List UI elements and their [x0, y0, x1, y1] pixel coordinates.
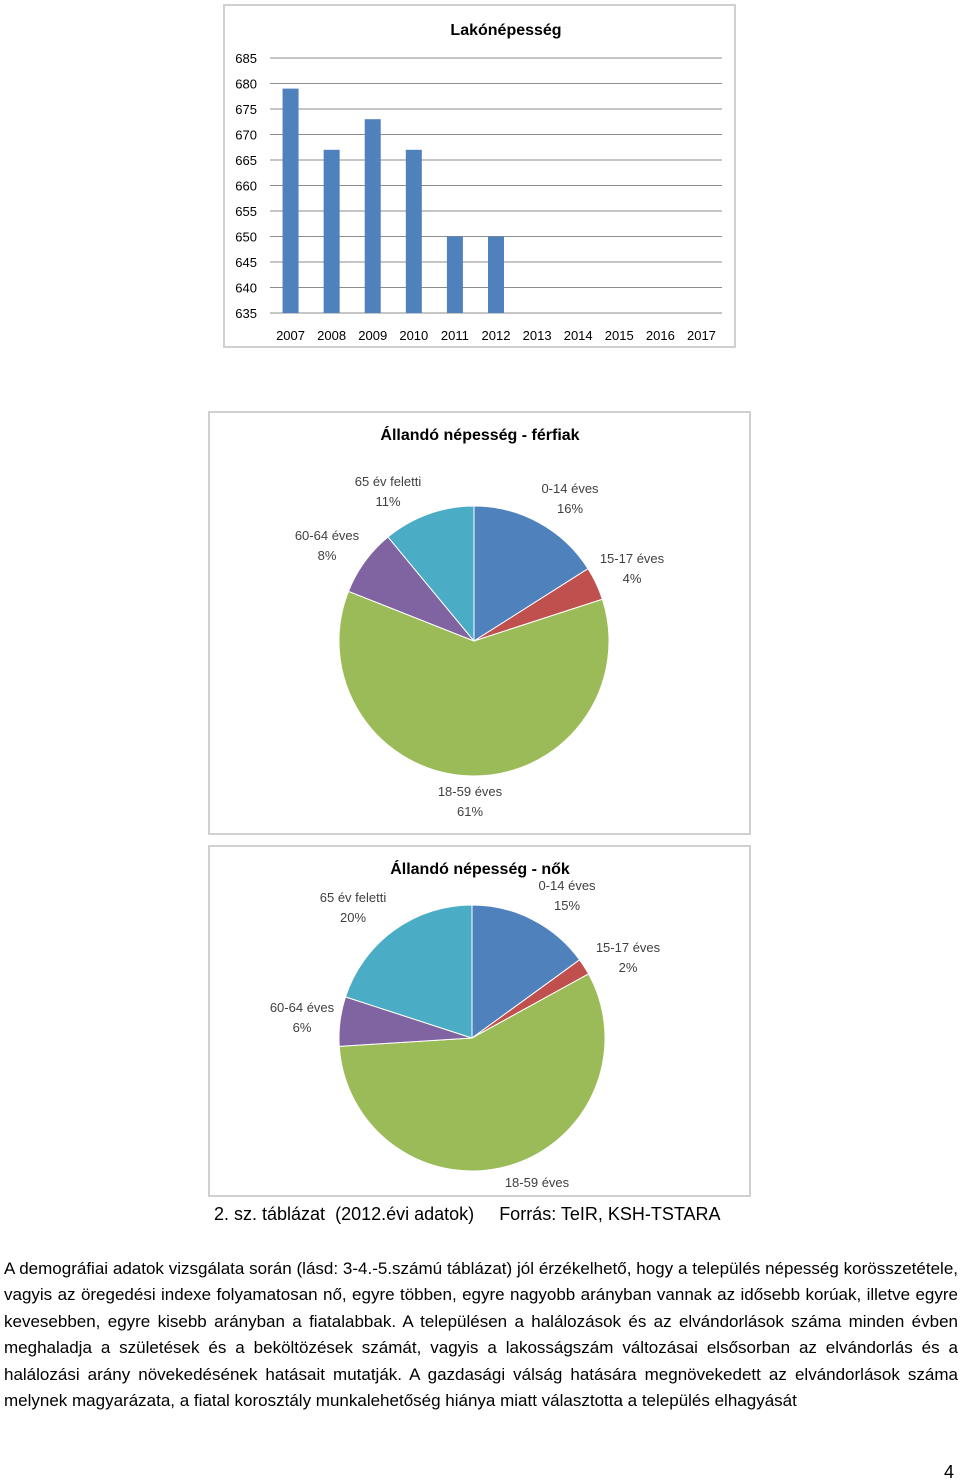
y-tick-label: 655 — [235, 204, 257, 219]
slice-percent-label: 15% — [554, 898, 580, 913]
x-tick-label: 2013 — [523, 328, 552, 343]
y-tick-label: 645 — [235, 255, 257, 270]
bar — [323, 149, 340, 313]
chart-title: Állandó népesség - férfiak — [380, 425, 579, 444]
bar-chart-svg: Lakónépesség 685 680 675 670 665 660 655 650 645 6… — [235, 22, 722, 343]
x-tick-label: 2017 — [687, 328, 716, 343]
bar — [405, 149, 422, 313]
x-tick-label: 2014 — [564, 328, 593, 343]
slice-percent-label: 57% — [524, 1195, 550, 1197]
y-tick-label: 685 — [235, 51, 257, 66]
y-tick-label: 675 — [235, 102, 257, 117]
slice-name-label: 60-64 éves — [295, 528, 360, 543]
slice-name-label: 60-64 éves — [270, 1000, 335, 1015]
slice-name-label: 18-59 éves — [438, 784, 503, 799]
x-tick-label: 2015 — [605, 328, 634, 343]
slice-name-label: 0-14 éves — [541, 481, 599, 496]
slice-percent-label: 11% — [375, 494, 400, 509]
table-caption: 2. sz. táblázat (2012.évi adatok) Forrás… — [214, 1204, 721, 1225]
chart-title: Állandó népesség - nők — [390, 859, 570, 878]
slice-name-label: 18-59 éves — [505, 1175, 570, 1190]
pie-slice — [338, 973, 606, 1172]
slice-percent-label: 6% — [293, 1020, 312, 1035]
x-tick-label: 2007 — [276, 328, 305, 343]
caption-year-note: (2012.évi adatok) — [335, 1204, 475, 1224]
y-tick-label: 640 — [235, 281, 257, 296]
body-paragraph: A demográfiai adatok vizsgálata során (l… — [4, 1259, 958, 1411]
slice-name-label: 65 év feletti — [320, 890, 387, 905]
caption-source: Forrás: TeIR, KSH-TSTARA — [499, 1204, 721, 1224]
caption-table-ref: 2. sz. táblázat — [214, 1204, 326, 1224]
pie-chart-ferfiak: Állandó népesség - férfiak 0-14 éves 16% 15… — [208, 411, 751, 835]
x-tick-label: 2012 — [482, 328, 511, 343]
bar — [446, 236, 463, 313]
x-tick-label: 2010 — [399, 328, 428, 343]
page-number: 4 — [943, 1462, 954, 1482]
bar — [282, 88, 299, 313]
pie-slice — [344, 904, 473, 1039]
y-tick-label: 650 — [235, 230, 257, 245]
slice-percent-label: 2% — [619, 960, 638, 975]
chart-title: Lakónépesség — [450, 22, 561, 39]
slice-name-label: 65 év feletti — [355, 474, 422, 489]
slice-percent-label: 8% — [318, 548, 337, 563]
y-tick-label: 660 — [235, 179, 257, 194]
slice-name-label: 0-14 éves — [538, 878, 596, 893]
x-tick-label: 2008 — [317, 328, 346, 343]
x-tick-label: 2016 — [646, 328, 675, 343]
bar — [364, 119, 381, 313]
slice-percent-label: 16% — [557, 501, 583, 516]
slice-percent-label: 4% — [623, 571, 642, 586]
pie-slice — [471, 904, 581, 1039]
x-tick-label: 2011 — [441, 328, 469, 343]
slice-name-label: 15-17 éves — [600, 551, 665, 566]
pie-chart-ferfiak-svg: Állandó népesség - férfiak 0-14 éves 16% 15… — [295, 425, 665, 819]
pie-slice — [387, 505, 475, 643]
x-tick-label: 2009 — [358, 328, 387, 343]
y-tick-label: 670 — [235, 128, 257, 143]
pie-slice — [338, 590, 610, 777]
y-tick-label: 635 — [235, 306, 257, 321]
bar-chart-lakonepesseg: Lakónépesség 685 680 675 670 665 660 655 650 645 6… — [223, 4, 736, 348]
slice-percent-label: 61% — [457, 804, 483, 819]
bar — [488, 236, 504, 313]
y-tick-label: 665 — [235, 153, 257, 168]
pie-slice — [473, 505, 589, 642]
y-tick-label: 680 — [235, 77, 257, 92]
slice-name-label: 15-17 éves — [596, 940, 661, 955]
slice-percent-label: 20% — [340, 910, 366, 925]
pie-chart-nok: Állandó népesség - nők 0-14 éves 15% 15-17 … — [208, 845, 751, 1197]
